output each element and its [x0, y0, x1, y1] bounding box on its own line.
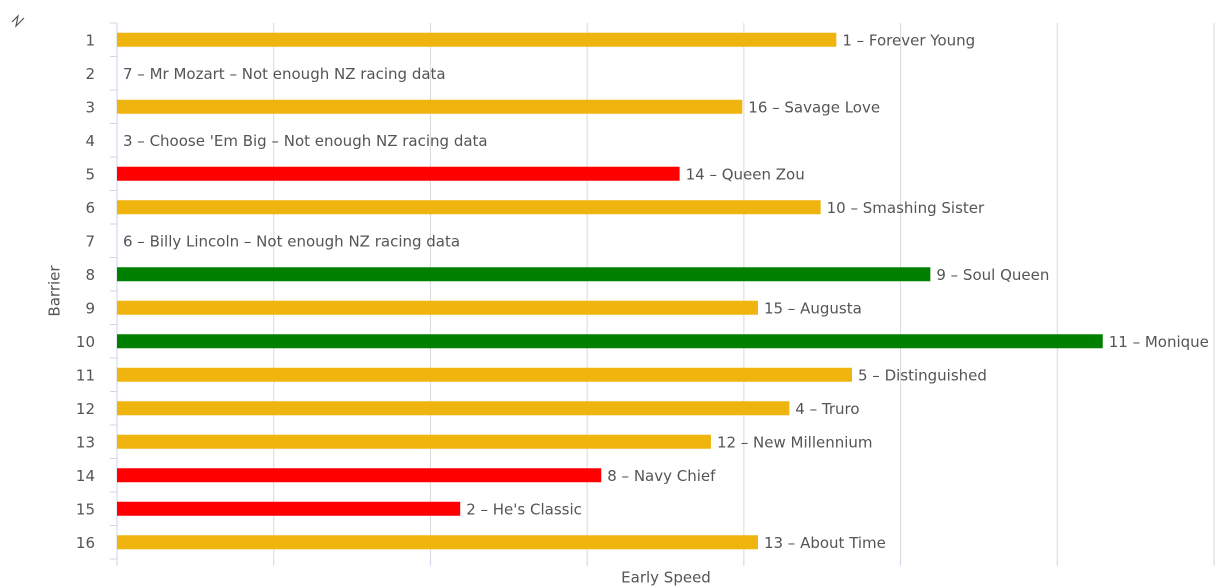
y-tick-label: 12 — [76, 400, 95, 418]
bar — [117, 401, 790, 416]
y-tick-label: 6 — [85, 199, 95, 217]
bar-label: 8 – Navy Chief — [607, 467, 716, 485]
bar-label: 13 – About Time — [764, 534, 886, 552]
y-tick-label: 7 — [85, 232, 95, 250]
y-tick-label: 8 — [85, 266, 95, 284]
y-tick-label: 11 — [76, 366, 95, 384]
bar-label: 7 – Mr Mozart – Not enough NZ racing dat… — [123, 65, 446, 83]
bar-label: 15 – Augusta — [764, 299, 862, 317]
bar-label: 2 – He's Classic — [466, 500, 582, 518]
y-tick-label: 2 — [85, 65, 95, 83]
y-tick-label: 1 — [85, 31, 95, 49]
y-tick-label: 13 — [76, 433, 95, 451]
bar-label: 5 – Distinguished — [858, 366, 987, 384]
bar — [117, 99, 743, 114]
bar-label: 10 – Smashing Sister — [827, 199, 985, 217]
icon — [11, 14, 25, 28]
bar — [117, 334, 1103, 349]
y-axis-title: Barrier — [46, 265, 64, 317]
bar — [117, 535, 758, 550]
bar-label: 11 – Monique — [1109, 333, 1209, 351]
bar — [117, 267, 931, 282]
y-tick-label: 16 — [76, 534, 95, 552]
bar-label: 16 – Savage Love — [748, 98, 880, 116]
y-tick-label: 5 — [85, 165, 95, 183]
y-tick-label: 4 — [85, 132, 95, 150]
bar — [117, 166, 680, 181]
y-tick-label: 9 — [85, 299, 95, 317]
bar-label: 6 – Billy Lincoln – Not enough NZ racing… — [123, 232, 460, 250]
x-axis-title: Early Speed — [621, 569, 711, 587]
bar — [117, 468, 602, 483]
bar-label: 3 – Choose 'Em Big – Not enough NZ racin… — [123, 132, 488, 150]
y-tick-label: 15 — [76, 500, 95, 518]
bar-label: 12 – New Millennium — [717, 433, 873, 451]
bar-label: 14 – Queen Zou — [686, 165, 805, 183]
y-tick-label: 14 — [76, 467, 95, 485]
bar — [117, 434, 711, 449]
bar — [117, 367, 852, 382]
bar — [117, 32, 837, 47]
y-tick-label: 10 — [76, 333, 95, 351]
bar-label: 4 – Truro — [795, 400, 859, 418]
bar — [117, 300, 758, 315]
bar-label: 1 – Forever Young — [842, 31, 975, 49]
bar — [117, 501, 461, 516]
bar-label: 9 – Soul Queen — [936, 266, 1049, 284]
bar — [117, 200, 821, 215]
y-tick-label: 3 — [85, 98, 95, 116]
